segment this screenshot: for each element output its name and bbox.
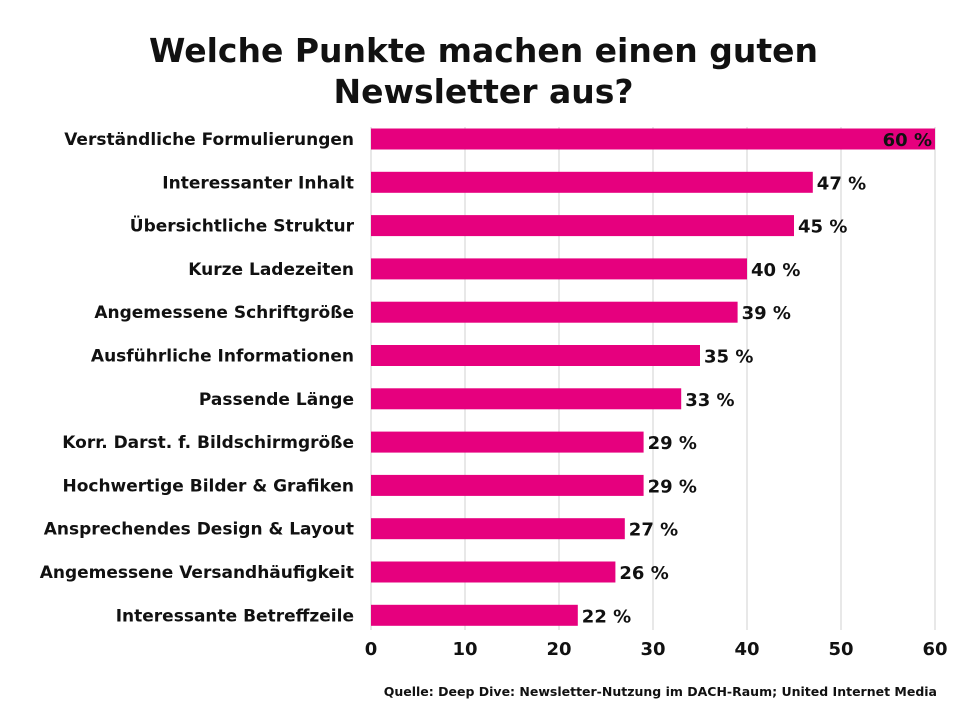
- chart-title-line-1: Welche Punkte machen einen guten: [149, 31, 818, 70]
- x-tick-label: 50: [828, 639, 853, 660]
- bar: [371, 474, 644, 496]
- category-label: Übersichtliche Struktur: [130, 215, 355, 237]
- category-label: Interessanter Inhalt: [162, 173, 354, 193]
- bar: [371, 301, 738, 323]
- bar: [371, 518, 625, 540]
- bar: [371, 171, 813, 193]
- value-label: 29 %: [648, 476, 697, 497]
- category-labels: Verständliche Formulierungen Interessante…: [40, 130, 355, 626]
- bar: [371, 388, 682, 410]
- category-label: Ansprechendes Design & Layout: [44, 520, 354, 540]
- bar: [371, 345, 700, 366]
- value-label: 39 %: [742, 303, 791, 324]
- x-tick-label: 0: [365, 639, 378, 660]
- bar: [371, 258, 747, 280]
- chart-title: Welche Punkte machen einen guten Newslet…: [0, 30, 967, 112]
- category-label: Angemessene Schriftgröße: [94, 303, 354, 323]
- x-tick-label: 10: [452, 639, 477, 660]
- x-tick-label: 60: [922, 639, 947, 660]
- bar: [371, 561, 616, 583]
- category-label: Hochwertige Bilder & Grafiken: [62, 476, 354, 496]
- value-labels: 60 % 47 % 45 % 40 % 39 % 35 % 33 % 29 % 29 % 27 %…: [582, 130, 932, 627]
- x-tick-label: 40: [734, 639, 759, 660]
- bars: [371, 128, 935, 626]
- x-tick-label: 30: [640, 639, 665, 660]
- value-label: 26 %: [619, 563, 668, 584]
- category-label: Interessante Betreffzeile: [116, 606, 354, 626]
- bar: [371, 128, 935, 150]
- category-label: Kurze Ladezeiten: [188, 260, 354, 280]
- category-label: Verständliche Formulierungen: [64, 130, 354, 150]
- value-label: 22 %: [582, 606, 631, 627]
- gridlines: [370, 127, 936, 630]
- category-label: Ausführliche Informationen: [91, 347, 354, 367]
- value-label: 40 %: [751, 260, 800, 281]
- bar: [371, 604, 578, 626]
- x-axis-ticks: 0 10 20 30 40 50 60: [365, 639, 948, 660]
- category-label: Korr. Darst. f. Bildschirmgröße: [62, 433, 354, 453]
- value-label: 60 %: [883, 130, 932, 151]
- value-label: 33 %: [685, 390, 734, 411]
- value-label: 27 %: [629, 520, 678, 541]
- value-label: 47 %: [817, 173, 866, 194]
- x-tick-label: 20: [546, 639, 571, 660]
- bar: [371, 215, 794, 237]
- category-label: Angemessene Versandhäufigkeit: [40, 563, 354, 583]
- value-label: 29 %: [648, 433, 697, 454]
- value-label: 45 %: [798, 217, 847, 238]
- category-label: Passende Länge: [199, 390, 354, 410]
- chart-title-line-2: Newsletter aus?: [333, 72, 634, 111]
- value-label: 35 %: [704, 347, 753, 368]
- bar: [371, 431, 644, 453]
- source-note: Quelle: Deep Dive: Newsletter-Nutzung im…: [383, 684, 937, 699]
